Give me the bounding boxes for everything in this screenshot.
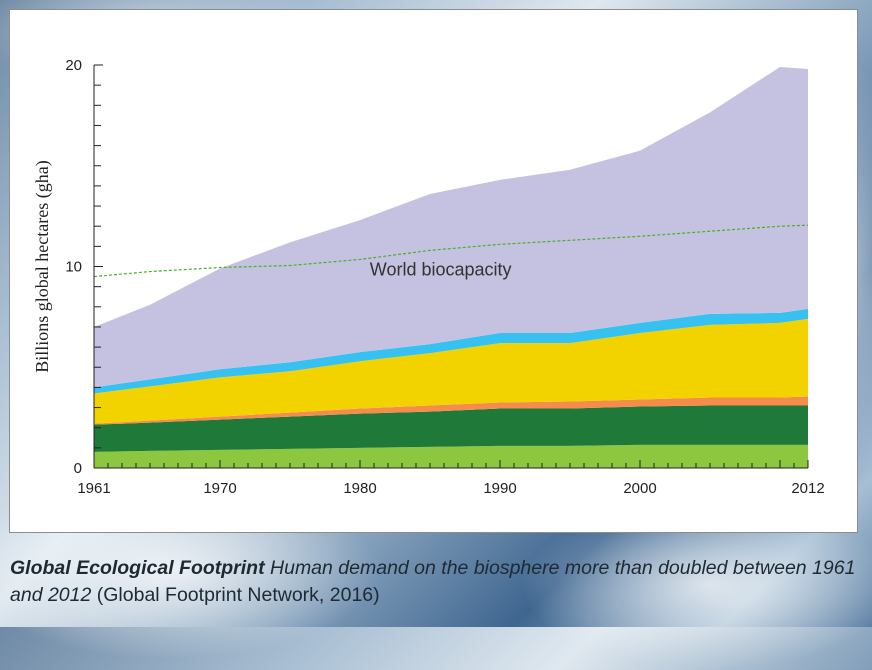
- x-tick-label: 2012: [791, 480, 824, 497]
- biocapacity-line: [93, 224, 809, 278]
- caption-title: Global Ecological Footprint: [10, 557, 265, 579]
- caption-source: (Global Footprint Network, 2016): [96, 584, 380, 606]
- x-tick-label: 2000: [623, 480, 656, 497]
- area-series-1: [94, 444, 808, 468]
- area-series-2: [94, 405, 808, 452]
- x-tick-label: 1990: [483, 480, 516, 497]
- caption-description: Human demand on the biosphere more than …: [10, 557, 856, 606]
- area-series-4: [94, 318, 808, 424]
- chart-panel: World biocapacity 0 10 20 1961 1970 1980 1990 20…: [9, 9, 858, 533]
- footprint-chart: World biocapacity 0 10 20 1961 1970 1980 1990 20…: [32, 57, 825, 497]
- x-tick-label: 1980: [343, 480, 376, 497]
- area-series-6: [94, 67, 808, 388]
- y-tick-label: 10: [65, 259, 82, 276]
- figure-caption: Global Ecological Footprint Human demand…: [10, 555, 860, 609]
- biocapacity-label: World biocapacity: [370, 260, 512, 280]
- y-axis-label: Billions global hectares (gha): [32, 160, 53, 372]
- x-tick-label: 1961: [77, 480, 110, 497]
- y-tick-label: 20: [65, 57, 82, 74]
- area-series-3: [94, 396, 808, 425]
- y-tick-label: 0: [74, 460, 82, 477]
- area-series-5: [94, 308, 808, 394]
- x-tick-label: 1970: [203, 480, 236, 497]
